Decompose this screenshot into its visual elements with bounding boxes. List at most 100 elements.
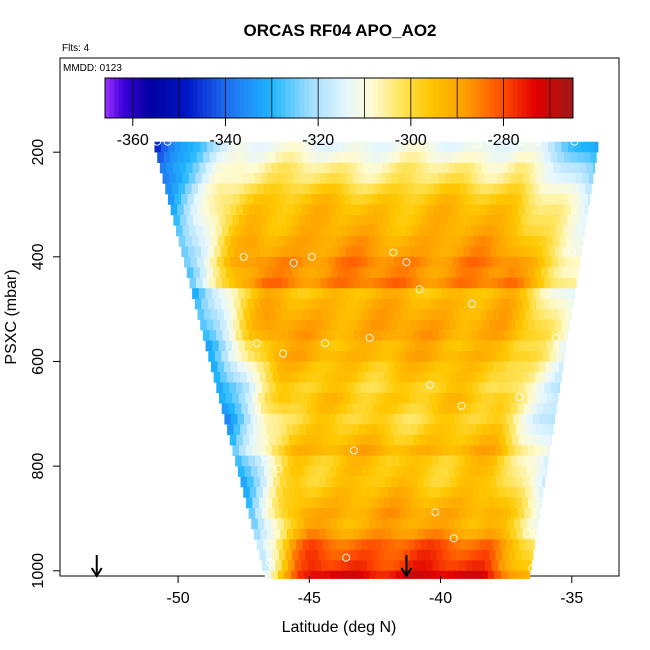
heatmap-cell [431, 351, 439, 362]
heatmap-cell [458, 330, 466, 341]
heatmap-cell [420, 434, 427, 446]
heatmap-cell [234, 403, 242, 415]
heatmap-cell [443, 424, 451, 436]
heatmap-cell [544, 382, 552, 394]
heatmap-cell [338, 371, 346, 383]
heatmap-cell [436, 141, 444, 153]
heatmap-cell [411, 528, 419, 540]
heatmap-cell [457, 173, 465, 184]
heatmap-cell [513, 466, 521, 477]
heatmap-cell [448, 445, 456, 456]
heatmap-cell [455, 267, 463, 279]
heatmap-cell [377, 194, 385, 205]
heatmap-cell [547, 214, 555, 226]
heatmap-cell [286, 476, 294, 488]
heatmap-cell [357, 319, 365, 331]
heatmap-cell [536, 173, 544, 184]
heatmap-cell [462, 371, 470, 383]
heatmap-cell [478, 382, 486, 394]
heatmap-cell [303, 466, 311, 477]
heatmap-cell [379, 277, 387, 289]
heatmap-cell [495, 194, 503, 205]
heatmap-cell [189, 225, 197, 237]
observation-point [260, 451, 269, 460]
heatmap-cell [320, 403, 328, 415]
heatmap-cell [306, 298, 314, 310]
heatmap-cell [293, 351, 301, 362]
heatmap-cell [567, 267, 575, 279]
heatmap-cell [370, 445, 378, 456]
heatmap-cell [308, 204, 316, 216]
heatmap-cell [371, 246, 379, 258]
heatmap-cell [309, 361, 317, 373]
heatmap-cell [492, 256, 500, 268]
heatmap-cell [473, 235, 481, 247]
heatmap-cell [423, 497, 430, 509]
heatmap-cell [374, 256, 382, 268]
heatmap-cell [501, 319, 509, 331]
heatmap-cell [269, 487, 277, 498]
heatmap-cell [230, 309, 238, 320]
heatmap-cell [335, 413, 343, 425]
heatmap-cell [406, 152, 414, 163]
heatmap-cell [416, 497, 424, 509]
heatmap-cell [374, 309, 382, 320]
heatmap-cell [274, 455, 282, 467]
heatmap-cell [366, 560, 374, 572]
heatmap-cell [216, 256, 224, 268]
heatmap-cell [520, 288, 528, 299]
heatmap-cell [321, 382, 329, 394]
heatmap-cell [462, 445, 470, 456]
heatmap-cell [224, 361, 232, 373]
y-tick-label: 200 [30, 139, 47, 166]
heatmap-cell [367, 382, 375, 394]
heatmap-cell [319, 528, 327, 540]
heatmap-cell [551, 434, 552, 446]
heatmap-cell [497, 403, 505, 415]
heatmap-cell [271, 570, 279, 579]
heatmap-cell [364, 194, 372, 205]
heatmap-cell [404, 528, 412, 540]
heatmap-cell [287, 225, 295, 237]
colorbar-segment [563, 78, 569, 118]
heatmap-cell [377, 267, 384, 279]
heatmap-cell [482, 319, 490, 331]
heatmap-cell [523, 455, 531, 467]
heatmap-cell [536, 225, 544, 237]
heatmap-cell [237, 361, 245, 373]
heatmap-cell [350, 445, 358, 456]
heatmap-cell [284, 162, 292, 174]
heatmap-cell [334, 204, 342, 216]
heatmap-cell [272, 319, 280, 331]
heatmap-cell [243, 487, 251, 498]
colorbar-segment [494, 78, 500, 118]
heatmap-cell [500, 235, 508, 247]
heatmap-cell [366, 277, 374, 289]
colorbar-segment [253, 78, 259, 118]
heatmap-cell [445, 455, 453, 467]
heatmap-cell [440, 413, 448, 425]
heatmap-cell [373, 330, 381, 341]
heatmap-cell [495, 549, 503, 561]
heatmap-cell [331, 371, 339, 383]
heatmap-cell [196, 152, 204, 163]
heatmap-cell [391, 246, 399, 258]
heatmap-cell [417, 246, 425, 258]
heatmap-cell [334, 382, 342, 394]
heatmap-cell [460, 413, 468, 425]
heatmap-cell [186, 267, 194, 279]
heatmap-cell [288, 152, 296, 163]
heatmap-cell [485, 382, 493, 394]
heatmap-cell [322, 539, 330, 551]
heatmap-cell [365, 246, 373, 258]
heatmap-cell [469, 194, 477, 205]
heatmap-cell [382, 518, 390, 530]
heatmap-cell [487, 340, 495, 352]
heatmap-cell [329, 518, 337, 530]
heatmap-cell [191, 235, 199, 247]
heatmap-cell [259, 141, 267, 153]
heatmap-cell [306, 528, 314, 540]
heatmap-cell [531, 434, 539, 446]
heatmap-cell [359, 403, 367, 415]
heatmap-cell [260, 173, 268, 184]
